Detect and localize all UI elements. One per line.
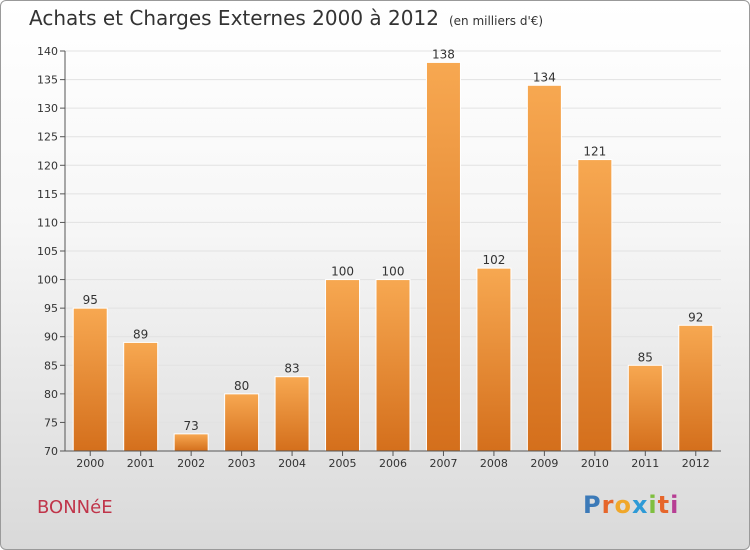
data-label: 100 [382,265,405,279]
bar [678,324,714,452]
x-tick-label: 2010 [581,457,609,470]
data-label: 102 [482,253,505,267]
bar [224,393,260,452]
data-label: 89 [133,327,148,341]
y-tick-label: 135 [37,74,58,87]
bar [577,159,613,452]
logo-letter: i [670,491,680,519]
logo-letter: P [583,491,602,519]
x-tick-label: 2006 [379,457,407,470]
data-label: 138 [432,47,455,61]
y-tick-label: 90 [44,331,58,344]
y-tick-label: 105 [37,245,58,258]
x-tick-label: 2012 [682,457,710,470]
logo-letter: x [631,491,649,519]
x-tick-label: 2002 [177,457,205,470]
x-tick-label: 2005 [329,457,357,470]
logo-letter: r [601,491,615,519]
bar [627,364,663,452]
bar [173,433,209,452]
x-tick-label: 2004 [278,457,306,470]
data-label: 134 [533,70,556,84]
x-tick-label: 2008 [480,457,508,470]
data-label: 73 [184,419,199,433]
data-label: 100 [331,265,354,279]
y-tick-label: 125 [37,131,58,144]
unit-label: (en milliers d'€) [448,14,544,28]
y-tick-label: 70 [44,445,58,458]
data-label: 85 [638,350,653,364]
y-tick-label: 100 [37,274,58,287]
axes: 70 75 80 85 90 95 100 105 110 115 120 125 130 135 140 2… [37,45,721,470]
data-label: 83 [284,362,299,376]
data-label: 121 [583,145,606,159]
data-label: 95 [83,293,98,307]
y-tick-label: 115 [37,188,58,201]
chart-title: Achats et Charges Externes 2000 à 2012 (e… [29,6,543,30]
x-tick-label: 2000 [76,457,104,470]
logo-letter: i [648,491,658,519]
data-label: 80 [234,379,249,393]
title-text: Achats et Charges Externes 2000 à 2012 [29,6,439,30]
bar [123,341,159,452]
y-tick-label: 130 [37,102,58,115]
x-tick-label: 2009 [530,457,558,470]
logo-letter: t [657,491,671,519]
town-name: BONNéE [37,497,113,518]
y-tick-label: 140 [37,45,58,58]
bar [425,61,461,452]
x-tick-label: 2003 [228,457,256,470]
y-tick-label: 110 [37,216,58,229]
x-tick-label: 2001 [127,457,155,470]
y-tick-label: 120 [37,159,58,172]
y-tick-label: 75 [44,416,58,429]
data-label: 92 [688,310,703,324]
proxiti-logo[interactable]: Proxiti [583,491,679,519]
x-tick-label: 2011 [631,457,659,470]
bar [325,279,361,452]
bar [72,307,108,452]
x-tick-label: 2007 [429,457,457,470]
y-tick-label: 95 [44,302,58,315]
y-tick-label: 85 [44,359,58,372]
bar [274,376,310,452]
logo-letter: o [614,491,632,519]
bar [375,279,411,452]
bar [476,267,512,452]
y-tick-label: 80 [44,388,58,401]
bar [526,84,562,452]
